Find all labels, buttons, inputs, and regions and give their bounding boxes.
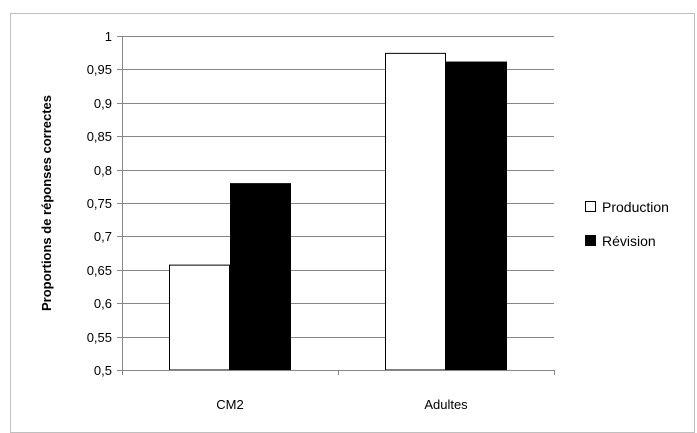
legend: Production Révision	[585, 199, 669, 249]
legend-swatch	[585, 201, 596, 212]
x-tick-label: CM2	[216, 397, 243, 412]
legend-label: Révision	[602, 233, 656, 249]
x-axis-ticks: CM2 Adultes	[216, 397, 468, 412]
y-tick-label: 0,6	[94, 296, 112, 311]
y-tick-label: 0,8	[94, 163, 112, 178]
y-tick-label: 0,5	[94, 363, 112, 378]
legend-label: Production	[602, 199, 669, 215]
y-axis-ticks: 0,5 0,55 0,6 0,65 0,7 0,75 0,8 0,85 0,9 0,95 1	[87, 29, 122, 378]
y-tick-label: 0,65	[87, 263, 112, 278]
y-axis-title: Proportions de réponses correctes	[39, 95, 54, 311]
y-tick-label: 0,7	[94, 229, 112, 244]
y-tick-label: 0,85	[87, 129, 112, 144]
bars	[169, 52, 507, 371]
bar-r-vision-cm2	[230, 183, 291, 371]
y-tick-label: 0,55	[87, 330, 112, 345]
y-tick-label: 0,95	[87, 62, 112, 77]
bar-production-cm2	[169, 264, 230, 371]
bar-production-adultes	[385, 52, 446, 371]
y-tick-label: 0,75	[87, 196, 112, 211]
y-tick-label: 0,9	[94, 96, 112, 111]
bar-r-vision-adultes	[446, 61, 507, 371]
y-tick-label: 1	[105, 29, 112, 44]
legend-swatch	[585, 235, 596, 246]
x-tick-label: Adultes	[424, 397, 468, 412]
axes	[117, 36, 555, 375]
